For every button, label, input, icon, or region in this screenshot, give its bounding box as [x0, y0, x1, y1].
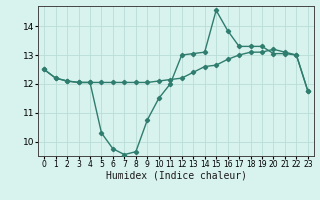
X-axis label: Humidex (Indice chaleur): Humidex (Indice chaleur): [106, 171, 246, 181]
